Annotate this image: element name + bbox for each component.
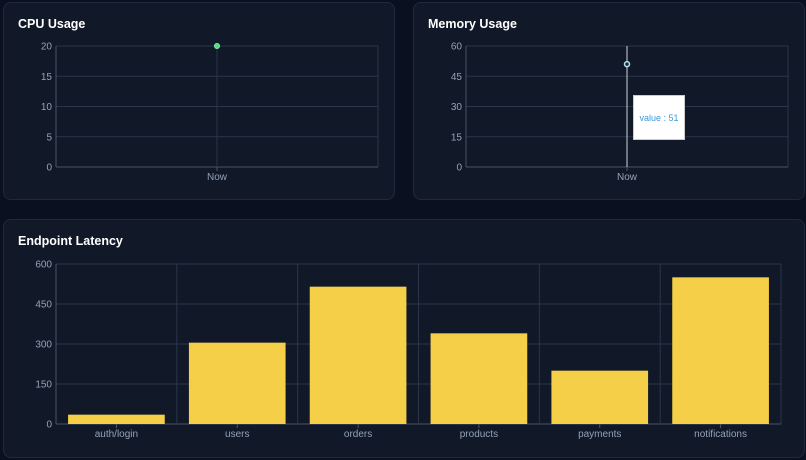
cpu-y-tick-label: 5 (46, 132, 52, 143)
cpu-y-tick-label: 20 (41, 42, 53, 53)
memory-tooltip: value : 51 (633, 95, 685, 140)
memory-x-tick-label: Now (617, 172, 638, 183)
latency-bar (430, 333, 528, 424)
cpu-y-tick-label: 0 (46, 163, 52, 174)
latency-x-tick-label: orders (344, 429, 372, 440)
latency-y-tick-label: 600 (35, 260, 52, 271)
memory-usage-title: Memory Usage (428, 17, 517, 31)
endpoint-latency-chart[interactable]: 0 150 300 450 600 auth/login users orders produc… (4, 220, 806, 459)
latency-bar (68, 414, 165, 424)
cpu-usage-card: CPU Usage 0 5 10 15 20 Now (3, 2, 395, 200)
latency-x-tick-label: products (460, 429, 498, 440)
latency-bar (188, 342, 286, 424)
memory-y-tick-label: 45 (451, 72, 463, 83)
memory-y-tick-label: 30 (451, 102, 463, 113)
latency-x-tick-label: payments (578, 429, 621, 440)
cpu-y-tick-label: 10 (41, 102, 53, 113)
cpu-usage-chart[interactable]: 0 5 10 15 20 Now (4, 3, 396, 201)
cpu-x-tick-label: Now (207, 172, 228, 183)
latency-y-tick-label: 150 (35, 380, 52, 391)
cpu-y-tick-label: 15 (41, 72, 53, 83)
cpu-data-point (214, 43, 220, 49)
memory-data-point (623, 60, 631, 68)
latency-bar (672, 277, 769, 424)
latency-x-tick-label: users (225, 429, 249, 440)
latency-y-tick-label: 450 (35, 300, 52, 311)
endpoint-latency-title: Endpoint Latency (18, 234, 123, 248)
latency-bar (309, 286, 407, 424)
memory-tooltip-text: value : 51 (639, 112, 679, 123)
latency-y-tick-label: 300 (35, 340, 52, 351)
endpoint-latency-card: Endpoint Latency 0 150 300 450 600 auth/login… (3, 219, 805, 458)
latency-x-tick-label: auth/login (95, 429, 138, 440)
latency-x-tick-label: notifications (694, 429, 747, 440)
memory-y-tick-label: 0 (456, 163, 462, 174)
memory-usage-chart[interactable]: 0 15 30 45 60 Now (414, 3, 806, 201)
cpu-usage-title: CPU Usage (18, 17, 86, 31)
latency-bar (551, 370, 649, 424)
memory-y-tick-label: 15 (451, 132, 463, 143)
latency-y-tick-label: 0 (46, 420, 52, 431)
memory-usage-card: Memory Usage 0 15 30 45 60 Now value : 51 (413, 2, 805, 200)
memory-y-tick-label: 60 (451, 42, 463, 53)
